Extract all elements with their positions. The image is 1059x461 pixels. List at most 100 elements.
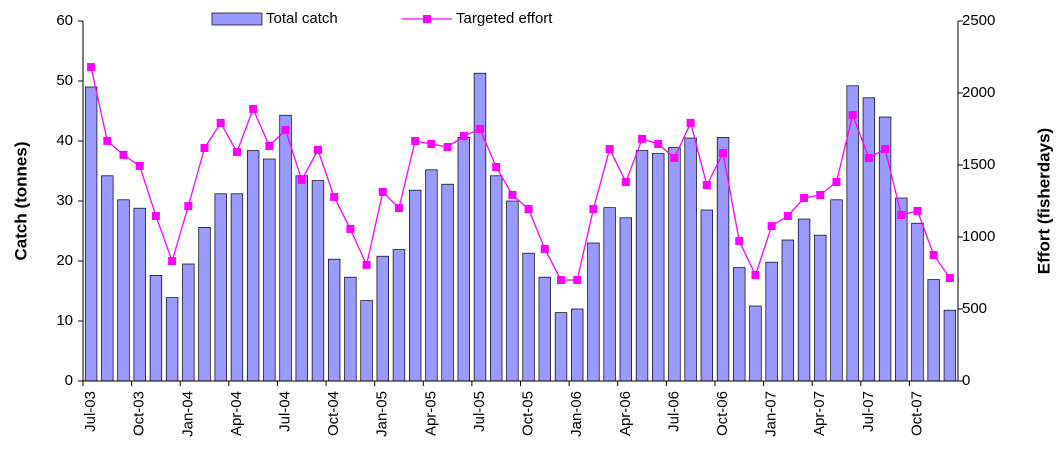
bar xyxy=(830,199,843,382)
bar xyxy=(182,263,195,382)
bar xyxy=(603,207,616,382)
x-tick-label: Oct-04 xyxy=(325,391,342,436)
bar xyxy=(700,209,714,382)
bar xyxy=(733,267,746,382)
bar xyxy=(327,258,341,382)
y2-tick-label: 0 xyxy=(962,372,970,389)
bar xyxy=(554,312,568,382)
bar xyxy=(522,252,535,382)
marker xyxy=(621,177,630,186)
marker xyxy=(346,224,355,233)
bar xyxy=(587,242,600,382)
y-tick-label: 20 xyxy=(56,252,73,269)
marker xyxy=(168,257,177,266)
marker xyxy=(313,146,322,155)
marker xyxy=(297,175,306,184)
bar xyxy=(506,200,519,382)
marker xyxy=(378,187,387,196)
marker xyxy=(800,193,809,202)
marker xyxy=(929,251,938,259)
bar xyxy=(684,137,697,382)
y-tick-label: 40 xyxy=(56,132,73,149)
marker xyxy=(281,126,290,135)
marker xyxy=(540,244,549,253)
marker xyxy=(443,143,452,151)
bar xyxy=(360,300,373,382)
bar xyxy=(214,193,227,382)
marker xyxy=(103,136,112,145)
y-axis-title: Catch (tonnes) xyxy=(11,142,30,261)
bar xyxy=(246,150,260,382)
marker xyxy=(362,260,371,269)
y2-tick-label: 500 xyxy=(962,300,987,317)
marker xyxy=(573,276,582,285)
x-tick-label: Oct-05 xyxy=(520,391,537,436)
bar xyxy=(652,153,665,382)
x-tick-label: Jul-07 xyxy=(860,391,877,432)
legend-swatch xyxy=(211,12,263,26)
marker xyxy=(184,202,193,211)
marker xyxy=(783,211,792,220)
bar xyxy=(490,175,503,382)
x-tick-label: Oct-06 xyxy=(714,391,731,436)
bar xyxy=(149,275,163,382)
bar xyxy=(814,234,827,382)
marker xyxy=(735,237,744,246)
bar xyxy=(425,169,438,382)
marker xyxy=(848,111,857,120)
bar xyxy=(911,222,924,382)
marker xyxy=(864,153,873,162)
bar xyxy=(878,116,892,382)
bar xyxy=(344,276,357,382)
bar xyxy=(230,193,244,382)
x-tick-label: Jul-06 xyxy=(665,391,682,432)
bar xyxy=(133,207,146,382)
marker xyxy=(265,141,274,150)
y-tick-label: 0 xyxy=(65,372,73,389)
bar xyxy=(101,175,114,382)
marker xyxy=(524,205,533,214)
marker xyxy=(232,148,241,157)
y2-tick-label: 2000 xyxy=(962,84,995,101)
marker xyxy=(394,204,403,213)
bar xyxy=(895,197,908,382)
x-tick-label: Apr-07 xyxy=(811,391,828,436)
marker xyxy=(670,153,679,162)
x-tick-label: Jan-07 xyxy=(763,391,780,437)
bar xyxy=(538,276,551,382)
bar xyxy=(408,189,422,382)
bar xyxy=(862,97,876,382)
bar xyxy=(457,137,470,382)
marker xyxy=(686,118,695,127)
legend-label: Targeted effort xyxy=(456,10,553,27)
bar xyxy=(84,86,98,382)
bar xyxy=(311,180,325,382)
marker xyxy=(249,104,258,113)
marker xyxy=(216,118,225,127)
marker xyxy=(945,274,954,283)
y-tick-label: 50 xyxy=(56,72,73,89)
marker xyxy=(508,190,517,199)
x-tick-label: Jul-05 xyxy=(471,391,488,432)
x-tick-label: Jul-03 xyxy=(82,391,99,432)
marker xyxy=(881,145,890,154)
y-tick-label: 60 xyxy=(56,12,73,29)
x-tick-label: Jan-04 xyxy=(179,391,196,437)
marker xyxy=(913,206,922,215)
marker xyxy=(135,162,144,171)
y2-tick-label: 1500 xyxy=(962,156,995,173)
bar xyxy=(473,72,487,382)
bar xyxy=(749,305,762,382)
marker xyxy=(330,192,339,201)
marker xyxy=(151,211,160,220)
marker xyxy=(832,177,841,186)
marker xyxy=(638,134,647,143)
marker xyxy=(87,63,96,72)
bar xyxy=(392,249,406,382)
bar xyxy=(797,218,811,382)
marker xyxy=(119,150,128,159)
marker xyxy=(719,149,728,158)
bar xyxy=(263,158,276,382)
marker xyxy=(897,210,906,219)
